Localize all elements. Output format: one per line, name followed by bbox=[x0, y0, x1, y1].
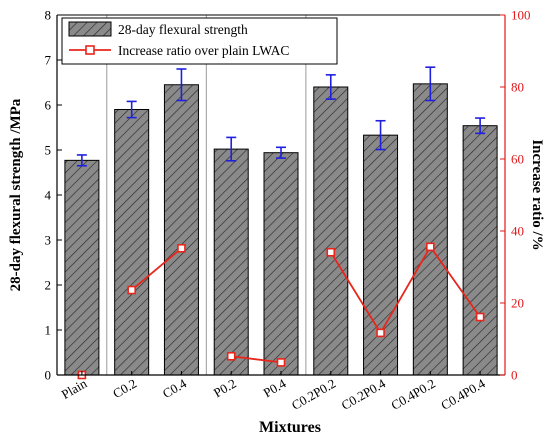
y-right-tick-label-40: 40 bbox=[511, 224, 524, 239]
error-bar-P0.4 bbox=[276, 146, 286, 159]
y-right-tick-label-100: 100 bbox=[511, 8, 531, 23]
x-axis-label: Mixtures bbox=[259, 419, 321, 436]
bar-C0.4P0.4 bbox=[462, 125, 498, 376]
x-tick-label-C0.4: C0.4 bbox=[160, 375, 190, 401]
x-tick-label-C0.2: C0.2 bbox=[110, 376, 139, 401]
y-right-tick-label-80: 80 bbox=[511, 80, 524, 95]
line-segment-1 bbox=[131, 247, 183, 291]
bar-C0.4P0.2 bbox=[412, 83, 448, 376]
error-bar-C0.4P0.2 bbox=[425, 66, 436, 102]
y-right-tick-label-60: 60 bbox=[511, 152, 524, 167]
error-bar-C0.2P0.4 bbox=[375, 119, 386, 151]
y-right-tick-label-20: 20 bbox=[511, 296, 524, 311]
x-tick-label-C0.4P0.4: C0.4P0.4 bbox=[438, 375, 488, 412]
line-point-C0.4P0.4 bbox=[475, 312, 485, 322]
error-bar-Plain bbox=[76, 154, 87, 167]
bar-P0.2 bbox=[213, 148, 249, 376]
x-tick-label-Plain: Plain bbox=[59, 375, 90, 402]
line-point-C0.2P0.4 bbox=[376, 328, 385, 338]
error-bar-C0.4P0.4 bbox=[475, 117, 486, 135]
x-tick-label-C0.2P0.4: C0.2P0.4 bbox=[339, 375, 389, 412]
bar-layer bbox=[64, 83, 498, 376]
x-tick-label-P0.2: P0.2 bbox=[211, 376, 239, 401]
line-segment-2 bbox=[231, 355, 282, 364]
y-left-tick-label-1: 1 bbox=[45, 323, 52, 338]
error-bar-C0.4 bbox=[176, 68, 187, 102]
line-segment-3 bbox=[330, 245, 481, 335]
y-left-tick-label-4: 4 bbox=[45, 188, 52, 203]
line-point-C0.4P0.2 bbox=[426, 242, 435, 252]
bar-C0.2P0.2 bbox=[313, 86, 349, 376]
line-point-P0.2 bbox=[226, 351, 236, 361]
line-layer bbox=[77, 242, 485, 380]
y-right-tick-label-0: 0 bbox=[511, 368, 518, 383]
bar-P0.4 bbox=[263, 152, 299, 376]
y-axis-label-left: 28-day flexural strength /MPa bbox=[8, 98, 24, 291]
y-left-tick-label-5: 5 bbox=[45, 143, 52, 158]
legend: 28-day flexural strength Increase ratio … bbox=[61, 17, 338, 65]
bar-C0.2 bbox=[114, 109, 150, 376]
line-point-C0.2P0.2 bbox=[326, 247, 336, 257]
error-bar-C0.2P0.2 bbox=[325, 74, 336, 100]
y-left-tick-label-6: 6 bbox=[45, 98, 52, 113]
x-tick-label-C0.2P0.2: C0.2P0.2 bbox=[289, 376, 338, 413]
x-tick-label-C0.4P0.2: C0.4P0.2 bbox=[388, 376, 437, 413]
line-point-C0.2 bbox=[127, 285, 136, 295]
line-point-P0.4 bbox=[276, 358, 286, 367]
line-point-C0.4 bbox=[177, 243, 186, 253]
legend-label-line: Increase ratio over plain LWAC bbox=[118, 43, 289, 58]
legend-label-bars: 28-day flexural strength bbox=[118, 22, 248, 37]
x-tick-label-P0.4: P0.4 bbox=[261, 375, 289, 400]
y-axis-label-right: Increase ratio /% bbox=[529, 139, 545, 250]
y-left-tick-label-8: 8 bbox=[45, 8, 52, 23]
bar-Plain bbox=[64, 159, 100, 376]
error-bar-P0.2 bbox=[226, 136, 237, 162]
legend-marker-swatch bbox=[85, 45, 95, 55]
error-bar-layer bbox=[76, 66, 486, 167]
y-left-tick-label-3: 3 bbox=[45, 233, 52, 248]
bar-C0.4 bbox=[163, 84, 199, 376]
legend-bar-swatch bbox=[68, 21, 112, 37]
y-left-tick-label-7: 7 bbox=[45, 53, 52, 68]
y-left-tick-label-2: 2 bbox=[45, 278, 52, 293]
y-left-tick-label-0: 0 bbox=[45, 368, 52, 383]
bar-C0.2P0.4 bbox=[363, 134, 399, 376]
error-bar-C0.2 bbox=[126, 100, 137, 119]
divider-layer bbox=[106, 15, 307, 375]
